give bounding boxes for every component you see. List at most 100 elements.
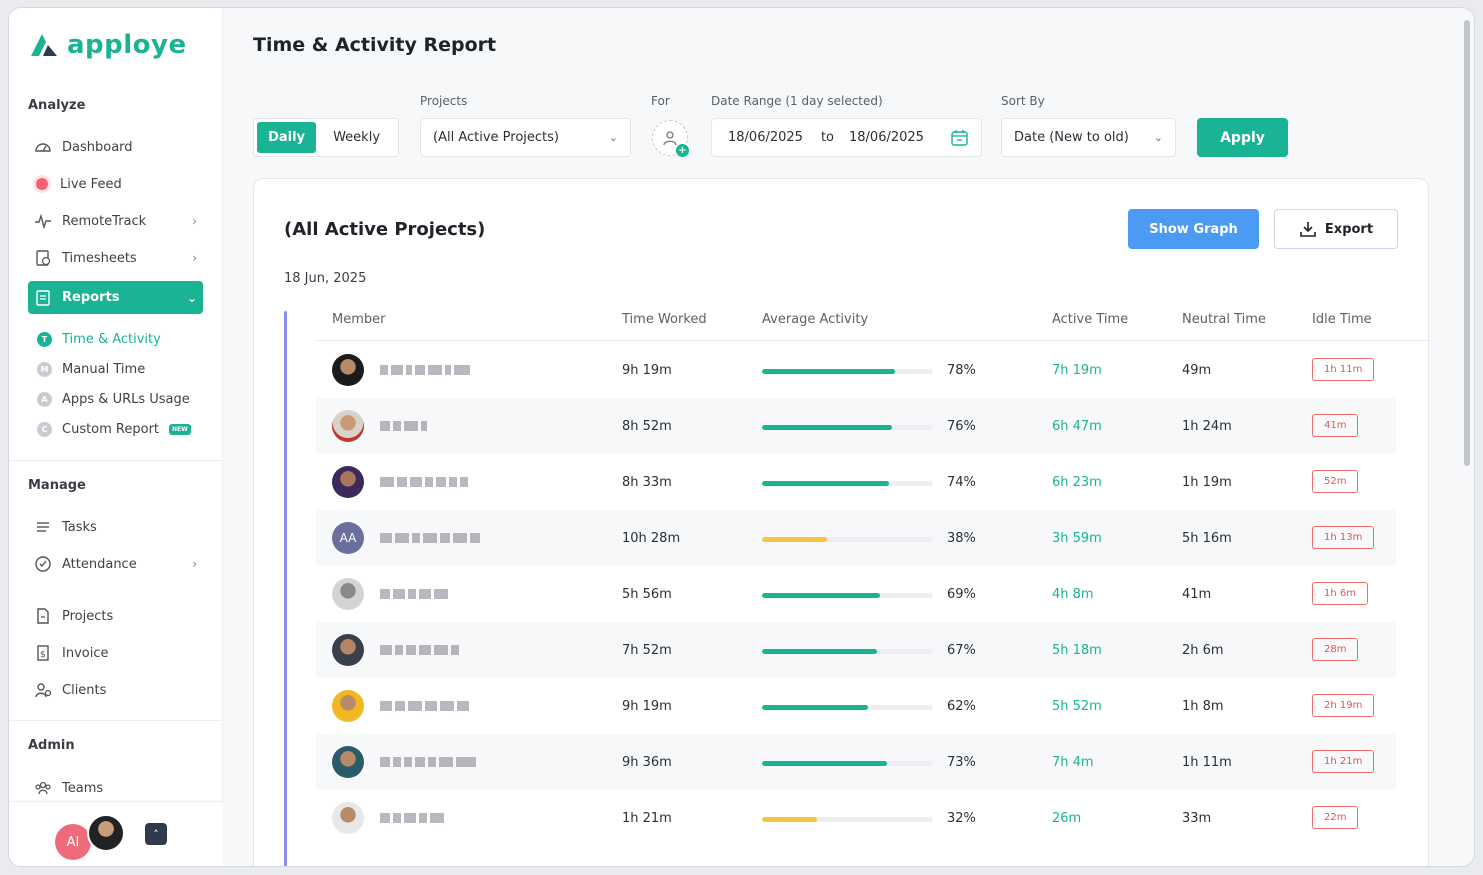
view-toggle: Daily Weekly [253, 118, 399, 157]
col-time-worked: Time Worked [622, 312, 707, 327]
daily-toggle-button[interactable]: Daily [257, 122, 317, 153]
activity-progress-bar [762, 425, 933, 430]
active-time-cell: 3h 59m [1052, 530, 1102, 546]
collapse-up-button[interactable]: ˄ [145, 823, 167, 845]
activity-progress-fill [762, 481, 889, 486]
table-row[interactable]: 9h 19m 62% 5h 52m 1h 8m 2h 19m [316, 678, 1396, 734]
table-row[interactable]: 5h 56m 69% 4h 8m 41m 1h 6m [316, 566, 1396, 622]
activity-progress-bar [762, 481, 933, 486]
sidebar-item-label: Invoice [62, 645, 109, 661]
sidebar-item-label: Reports [62, 290, 120, 305]
sidebar-item-live-feed[interactable]: Live Feed [28, 168, 203, 200]
activity-progress-fill [762, 817, 817, 822]
col-average-activity: Average Activity [762, 312, 869, 327]
export-button[interactable]: Export [1274, 209, 1398, 249]
sidebar-item-clients[interactable]: Clients [28, 674, 203, 706]
col-idle-time: Idle Time [1312, 312, 1372, 327]
activity-progress-fill [762, 649, 877, 654]
table-row[interactable]: 1h 21m 32% 26m 33m 22m [316, 790, 1396, 846]
projects-select[interactable]: (All Active Projects) ⌄ [420, 118, 631, 157]
sub-letter-icon: C [37, 422, 52, 437]
sidebar-item-timesheets[interactable]: Timesheets › [28, 242, 203, 274]
new-badge: NEW [169, 424, 191, 435]
member-name-redacted[interactable] [380, 756, 476, 768]
for-label: For [651, 94, 670, 108]
activity-progress-bar [762, 593, 933, 598]
sidebar-sub-time-activity[interactable]: T Time & Activity [37, 332, 161, 347]
date-range-picker[interactable]: 18/06/2025 to 18/06/2025 [711, 118, 982, 157]
user-avatar-initials[interactable]: AI [55, 824, 91, 860]
neutral-time-cell: 33m [1182, 810, 1212, 826]
sidebar-item-label: Timesheets [62, 250, 137, 266]
sidebar-item-tasks[interactable]: Tasks [28, 511, 203, 543]
member-name-redacted[interactable] [380, 476, 468, 488]
member-name-redacted[interactable] [380, 644, 459, 656]
active-time-cell: 5h 18m [1052, 642, 1102, 658]
sidebar-item-label: Attendance [62, 556, 137, 572]
col-member: Member [332, 312, 386, 327]
table-row[interactable]: 9h 19m 78% 7h 19m 49m 1h 11m [316, 342, 1396, 398]
sidebar-sub-manual-time[interactable]: M Manual Time [37, 362, 145, 377]
activity-percent-cell: 62% [947, 698, 976, 714]
neutral-time-cell: 2h 6m [1182, 642, 1224, 658]
time-worked-cell: 8h 52m [622, 418, 672, 434]
sidebar-item-attendance[interactable]: Attendance › [28, 548, 203, 580]
sidebar-item-remotetrack[interactable]: RemoteTrack › [28, 205, 203, 237]
user-avatar-photo[interactable] [87, 814, 125, 852]
chevron-right-icon: › [192, 214, 197, 228]
timesheet-icon [36, 250, 51, 266]
sidebar-item-invoice[interactable]: $ Invoice [28, 637, 203, 669]
report-date: 18 Jun, 2025 [284, 271, 367, 286]
check-circle-icon [35, 556, 51, 572]
active-time-cell: 26m [1052, 810, 1082, 826]
member-avatar [332, 634, 364, 666]
export-label: Export [1324, 221, 1374, 237]
sidebar-item-teams[interactable]: Teams [28, 772, 203, 804]
member-picker-button[interactable]: + [652, 120, 689, 157]
scrollbar[interactable] [1464, 20, 1470, 466]
activity-percent-cell: 76% [947, 418, 976, 434]
activity-percent-cell: 78% [947, 362, 976, 378]
table-row[interactable]: 7h 52m 67% 5h 18m 2h 6m 28m [316, 622, 1396, 678]
member-avatar [332, 746, 364, 778]
member-name-redacted[interactable] [380, 812, 444, 824]
page-title: Time & Activity Report [253, 34, 497, 56]
member-name-redacted[interactable] [380, 700, 469, 712]
member-avatar: AA [332, 522, 364, 554]
show-graph-button[interactable]: Show Graph [1128, 209, 1259, 249]
date-range-label: Date Range (1 day selected) [711, 94, 883, 108]
active-time-cell: 7h 4m [1052, 754, 1094, 770]
activity-progress-bar [762, 649, 933, 654]
active-time-cell: 4h 8m [1052, 586, 1094, 602]
date-to-word: to [820, 130, 834, 145]
table-row[interactable]: 8h 52m 76% 6h 47m 1h 24m 41m [316, 398, 1396, 454]
report-card: (All Active Projects) Show Graph Export … [253, 178, 1429, 866]
sidebar: apploye Analyze Dashboard Live Feed Remo… [9, 8, 223, 866]
member-name-redacted[interactable] [380, 588, 448, 600]
table-row[interactable]: 8h 33m 74% 6h 23m 1h 19m 52m [316, 454, 1396, 510]
logo[interactable]: apploye [29, 30, 187, 60]
neutral-time-cell: 5h 16m [1182, 530, 1232, 546]
member-name-redacted[interactable] [380, 420, 427, 432]
sidebar-sub-apps-urls[interactable]: A Apps & URLs Usage [37, 392, 190, 407]
divider [9, 460, 223, 461]
team-icon [35, 781, 51, 795]
sidebar-sub-custom-report[interactable]: C Custom Report NEW [37, 422, 191, 437]
sort-select[interactable]: Date (New to old) ⌄ [1001, 118, 1176, 157]
download-icon [1300, 222, 1316, 237]
member-avatar [332, 690, 364, 722]
chevron-right-icon: › [192, 557, 197, 571]
member-name-redacted[interactable] [380, 532, 480, 544]
sidebar-item-label: Projects [62, 608, 114, 624]
table-row[interactable]: 9h 36m 73% 7h 4m 1h 11m 1h 21m [316, 734, 1396, 790]
apply-button[interactable]: Apply [1197, 118, 1288, 157]
weekly-toggle-button[interactable]: Weekly [333, 130, 381, 145]
sidebar-item-reports[interactable]: Reports ⌄ [28, 281, 203, 314]
section-admin: Admin [28, 738, 75, 753]
sidebar-item-projects[interactable]: Projects [28, 600, 203, 632]
table-row[interactable]: AA 10h 28m 38% 3h 59m 5h 16m 1h 13m [316, 510, 1396, 566]
member-name-redacted[interactable] [380, 364, 470, 376]
activity-progress-fill [762, 369, 896, 374]
sidebar-item-dashboard[interactable]: Dashboard [28, 131, 203, 163]
idle-time-badge: 1h 13m [1312, 526, 1375, 549]
